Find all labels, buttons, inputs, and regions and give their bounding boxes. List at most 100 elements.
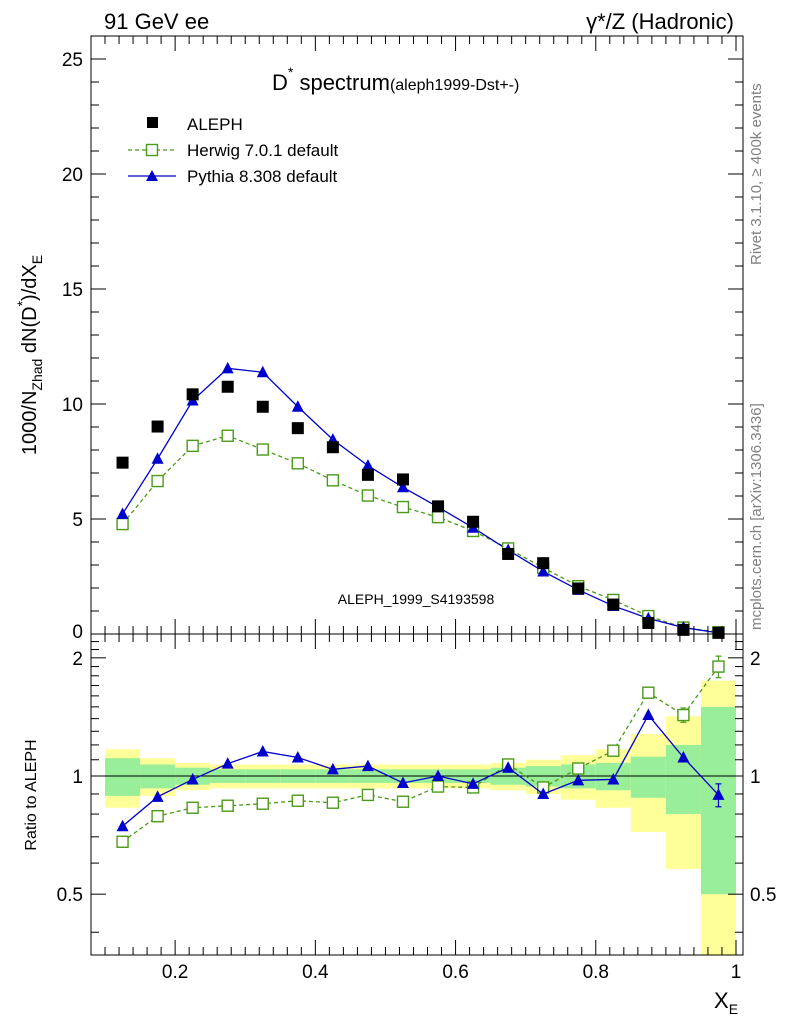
legend-label-pythia: Pythia 8.308 default [187, 167, 338, 186]
ratio-y-tick-label: 0.5 [57, 885, 83, 906]
legend-label-aleph: ALEPH [187, 115, 243, 134]
ratio-y-tick-label: 1 [72, 767, 83, 788]
herwig-ratio-point [642, 686, 655, 699]
main-y-tick-label: 15 [62, 280, 83, 301]
herwig-ratio-point [186, 801, 199, 814]
pythia-main-point [396, 480, 409, 493]
ratio-ylabel: Ratio to ALEPH [23, 739, 40, 850]
herwig-main-point [186, 439, 199, 453]
pythia-main-point [361, 459, 374, 471]
ylabel-c-sub: E [29, 255, 45, 264]
aleph-data-point [677, 623, 690, 636]
aleph-data-point [467, 515, 480, 528]
ylabel-a-sub: Zhad [29, 359, 45, 391]
herwig-main-point [396, 500, 410, 514]
header-left: 91 GeV ee [104, 9, 209, 34]
herwig-ratio-point [361, 788, 375, 802]
aleph-data-point [151, 420, 164, 433]
aleph-data-point [326, 441, 339, 454]
legend-label-herwig: Herwig 7.0.1 default [187, 141, 338, 160]
chart-title: D* spectrum(aleph1999-Dst+-) [272, 64, 519, 95]
main-y-tick-label: 10 [62, 395, 83, 416]
herwig-ratio-point [291, 794, 305, 807]
ratio-y-tick-label-right: 0.5 [750, 885, 776, 906]
aleph-data-point [537, 557, 550, 570]
aleph-data-point [361, 468, 374, 481]
side-label-mcplots: mcplots.cern.ch [arXiv:1306.3436] [748, 403, 765, 630]
pythia-ratio-point [326, 762, 339, 775]
pythia-ratio-point [256, 744, 269, 757]
pythia-ratio-point [361, 759, 374, 772]
ylabel-b-sup: * [14, 300, 30, 306]
pythia-ratio-point [537, 787, 550, 799]
pythia-main-point [116, 507, 129, 519]
ratio-series-layer [116, 655, 725, 848]
x-tick-label: 0.4 [302, 962, 329, 983]
pythia-ratio-line [122, 713, 719, 827]
herwig-ratio-point [712, 660, 725, 673]
title-word: spectrum [293, 70, 390, 95]
herwig-ratio-point [116, 835, 129, 848]
herwig-ratio-point [607, 744, 620, 757]
watermark: ALEPH_1999_S4193598 [338, 591, 495, 607]
aleph-data-point [502, 547, 515, 560]
herwig-ratio-point [256, 797, 269, 810]
aleph-data-point [116, 456, 129, 469]
ratio-frame [90, 633, 744, 956]
side-label-rivet: Rivet 3.1.10, ≥ 400k events [748, 83, 765, 265]
title-small: (aleph1999-Dst+-) [390, 77, 519, 94]
aleph-data-point [572, 582, 585, 595]
x-tick-label: 1 [731, 962, 742, 983]
legend-entry-aleph: ALEPH [147, 115, 243, 134]
ratio-y-tick-label: 2 [72, 649, 83, 670]
pythia-ratio-point [116, 819, 129, 832]
herwig-ratio-point [396, 795, 410, 808]
pythia-ratio-point [221, 757, 234, 769]
legend-marker-aleph [147, 117, 158, 128]
herwig-main-point [151, 474, 164, 488]
xlabel: XE [714, 988, 738, 1017]
herwig-ratio-point [151, 809, 164, 823]
aleph-data-point [256, 400, 269, 413]
aleph-data-point [291, 422, 304, 435]
aleph-data-point [221, 380, 234, 393]
herwig-ratio-point [221, 799, 234, 812]
pythia-ratio-point [607, 772, 620, 785]
aleph-data-point [712, 626, 725, 639]
pythia-main-point [537, 564, 550, 577]
pythia-ratio-point [432, 769, 445, 782]
green-band-bin [105, 758, 141, 796]
legend: ALEPH Herwig 7.0.1 default Pythia 8.308 … [128, 115, 338, 186]
pythia-ratio-point [186, 772, 199, 785]
ratio-uncertainty-bands [105, 680, 736, 955]
herwig-ratio-point [326, 796, 340, 809]
header-right: γ*/Z (Hadronic) [586, 9, 734, 34]
herwig-ratio-point [431, 780, 445, 793]
main-y-tick-label: 20 [62, 165, 83, 186]
x-tick-label: 0.6 [442, 962, 468, 983]
herwig-main-point [291, 457, 305, 470]
aleph-data-point [432, 500, 445, 513]
herwig-ratio-point [572, 762, 585, 775]
herwig-main-point [361, 489, 375, 502]
herwig-main-point [116, 517, 129, 531]
aleph-data-point [186, 388, 199, 401]
title-main: D [272, 70, 288, 95]
green-band-bin [630, 756, 666, 798]
aleph-data-point [607, 598, 620, 611]
herwig-main-point [326, 474, 340, 487]
legend-marker-herwig [145, 143, 159, 157]
xlabel-sub: E [729, 1001, 738, 1017]
legend-entry-herwig: Herwig 7.0.1 default [128, 141, 338, 160]
pythia-ratio-point [677, 750, 690, 763]
xlabel-main: X [714, 988, 729, 1013]
herwig-main-point [221, 429, 234, 442]
pythia-main-point [291, 400, 304, 412]
legend-marker-pythia [146, 170, 158, 181]
aleph-data-point [642, 616, 655, 629]
main-y-tick-label: 5 [72, 510, 83, 531]
herwig-main-point [431, 510, 445, 524]
